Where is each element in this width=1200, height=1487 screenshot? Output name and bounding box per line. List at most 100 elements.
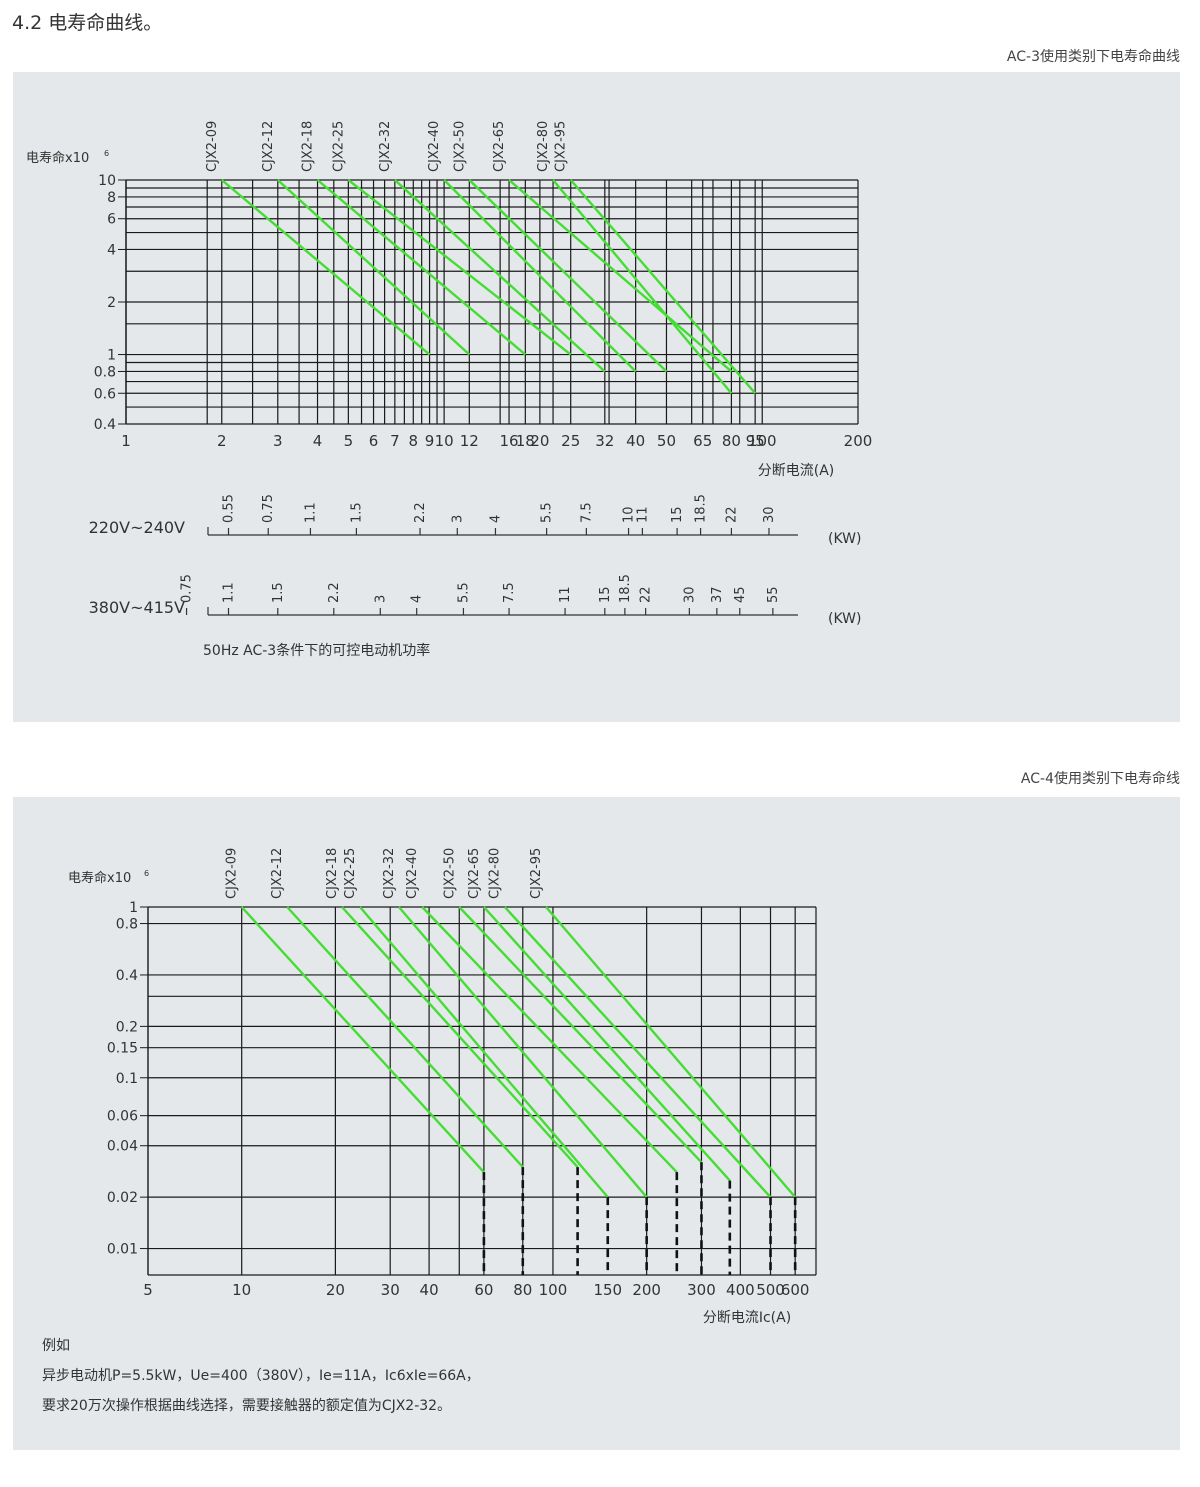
power-scale-tick-label: 15 bbox=[598, 586, 613, 603]
power-scale-tick-label: 1.1 bbox=[222, 582, 237, 603]
x-tick-label: 200 bbox=[632, 1281, 661, 1299]
x-tick-label: 500 bbox=[756, 1281, 785, 1299]
x-tick-label: 10 bbox=[232, 1281, 251, 1299]
series-line-cjx2-40 bbox=[443, 179, 637, 373]
series-line-cjx2-09 bbox=[240, 906, 485, 1173]
x-tick-label: 10 bbox=[435, 432, 454, 450]
ac4-chart-caption: AC-4使用类别下电寿命线 bbox=[1020, 771, 1180, 787]
y-axis-label: 电寿命x10 bbox=[26, 150, 89, 166]
power-scale-tick-label: 0.75 bbox=[180, 574, 195, 603]
series-label: CJX2-50 bbox=[442, 848, 457, 899]
series-line-cjx2-25 bbox=[347, 179, 572, 356]
series-label: CJX2-40 bbox=[405, 848, 420, 899]
x-tick-label: 16 bbox=[500, 432, 519, 450]
x-tick-label: 8 bbox=[409, 432, 419, 450]
y-tick-label: 0.4 bbox=[116, 968, 138, 984]
x-tick-label: 6 bbox=[369, 432, 379, 450]
power-scale-tick-label: 22 bbox=[639, 586, 654, 603]
series-line-cjx2-25 bbox=[359, 906, 609, 1198]
series-line-cjx2-65 bbox=[483, 906, 731, 1182]
series-label: CJX2-12 bbox=[261, 121, 276, 172]
x-tick-label: 40 bbox=[420, 1281, 439, 1299]
series-label: CJX2-09 bbox=[205, 121, 220, 172]
y-tick-label: 0.01 bbox=[107, 1242, 138, 1258]
ac4-chart-panel: 1 0.8 0.4 0.2 0.15 0.1 0.06 0.04 0.02 0.01 5 10 20 30… bbox=[13, 797, 1180, 1450]
x-tick-label: 20 bbox=[326, 1281, 345, 1299]
series-label: CJX2-09 bbox=[225, 848, 240, 899]
power-scale-tick-label: 1.5 bbox=[271, 582, 286, 603]
series-line-cjx2-95 bbox=[545, 906, 797, 1198]
power-scale-tick-label: 30 bbox=[762, 506, 777, 523]
y-axis-label-exponent: 6 bbox=[144, 869, 149, 878]
x-tick-label: 100 bbox=[539, 1281, 568, 1299]
series-line-cjx2-40 bbox=[421, 906, 678, 1174]
power-scale-tick-label: 0.75 bbox=[261, 494, 276, 523]
example-line-1: 异步电动机P=5.5kW，Ue=400（380V），Ie=11A，Ic6xIe=… bbox=[42, 1368, 480, 1384]
x-axis-label: 分断电流(A) bbox=[758, 463, 835, 479]
x-tick-label: 9 bbox=[425, 432, 435, 450]
series-line-cjx2-32 bbox=[394, 179, 606, 373]
y-axis-label: 电寿命x10 bbox=[68, 870, 131, 886]
x-tick-label: 95 bbox=[746, 432, 765, 450]
x-tick-label: 80 bbox=[513, 1281, 532, 1299]
x-tick-label: 7 bbox=[390, 432, 400, 450]
y-axis-label-exponent: 6 bbox=[104, 149, 109, 158]
example-title: 例如 bbox=[42, 1338, 70, 1354]
series-label: CJX2-18 bbox=[325, 848, 340, 899]
series-line-cjx2-12 bbox=[286, 906, 524, 1168]
power-scale-tick-label: 30 bbox=[682, 586, 697, 603]
power-scale-tick-label: 18.5 bbox=[694, 494, 709, 523]
x-tick-label: 30 bbox=[381, 1281, 400, 1299]
y-tick-label: 2 bbox=[107, 295, 116, 311]
y-tick-label: 0.4 bbox=[94, 417, 116, 433]
series-line-cjx2-50 bbox=[458, 906, 703, 1164]
series-line-cjx2-65 bbox=[508, 179, 733, 373]
x-tick-label: 50 bbox=[657, 432, 676, 450]
power-scale-voltage-label: 220V~240V bbox=[89, 518, 185, 537]
series-label: CJX2-80 bbox=[488, 848, 503, 899]
power-scale-tick-label: 11 bbox=[558, 586, 573, 603]
series-label: CJX2-95 bbox=[529, 848, 544, 899]
x-tick-label: 80 bbox=[722, 432, 741, 450]
series-line-cjx2-12 bbox=[276, 179, 471, 356]
x-tick-label: 2 bbox=[217, 432, 227, 450]
power-scale-tick-label: 45 bbox=[733, 586, 748, 603]
y-tick-label: 1 bbox=[107, 348, 116, 364]
example-line-2: 要求20万次操作根据曲线选择，需要接触器的额定值为CJX2-32。 bbox=[42, 1398, 452, 1414]
power-scale-tick-label: 37 bbox=[710, 586, 725, 603]
power-scale-tick-label: 22 bbox=[724, 506, 739, 523]
power-scale-tick-label: 7.5 bbox=[502, 582, 517, 603]
x-tick-label: 18 bbox=[516, 432, 535, 450]
x-tick-label: 600 bbox=[781, 1281, 810, 1299]
power-scale-tick-label: 3 bbox=[450, 515, 465, 523]
x-tick-label: 60 bbox=[474, 1281, 493, 1299]
x-tick-label: 1 bbox=[121, 432, 131, 450]
power-scale-unit: (KW) bbox=[828, 611, 861, 627]
power-scale-tick-label: 15 bbox=[670, 506, 685, 523]
series-label: CJX2-32 bbox=[382, 848, 397, 899]
x-tick-label: 20 bbox=[530, 432, 549, 450]
series-line-cjx2-18 bbox=[341, 906, 579, 1168]
x-tick-label: 40 bbox=[626, 432, 645, 450]
series-label: CJX2-32 bbox=[378, 121, 393, 172]
y-tick-label: 0.02 bbox=[107, 1190, 138, 1206]
power-scale-tick-label: 3 bbox=[373, 595, 388, 603]
series-line-cjx2-95 bbox=[569, 179, 757, 395]
power-scale-voltage-label: 380V~415V bbox=[89, 598, 185, 617]
series-label: CJX2-25 bbox=[331, 121, 346, 172]
page-heading: 4.2 电寿命曲线。 bbox=[12, 12, 163, 34]
power-scale-tick-label: 1.1 bbox=[303, 502, 318, 523]
series-line-cjx2-50 bbox=[468, 179, 668, 373]
x-tick-label: 65 bbox=[693, 432, 712, 450]
series-label: CJX2-40 bbox=[427, 121, 442, 172]
ac3-chart-panel: 10 8 6 4 2 1 0.8 0.6 0.4 1 2 3 4 5 6 7 8 9 10 12 16 18 20 25 32 4… bbox=[13, 72, 1180, 722]
x-tick-label: 25 bbox=[561, 432, 580, 450]
series-label: CJX2-95 bbox=[554, 121, 569, 172]
y-tick-label: 0.04 bbox=[107, 1139, 138, 1155]
power-scale-tick-label: 5.5 bbox=[456, 582, 471, 603]
y-tick-label: 6 bbox=[107, 212, 116, 228]
series-label: CJX2-80 bbox=[536, 121, 551, 172]
y-tick-label: 1 bbox=[129, 900, 138, 916]
series-label: CJX2-18 bbox=[301, 121, 316, 172]
x-axis-label: 分断电流Ic(A) bbox=[703, 1310, 791, 1326]
